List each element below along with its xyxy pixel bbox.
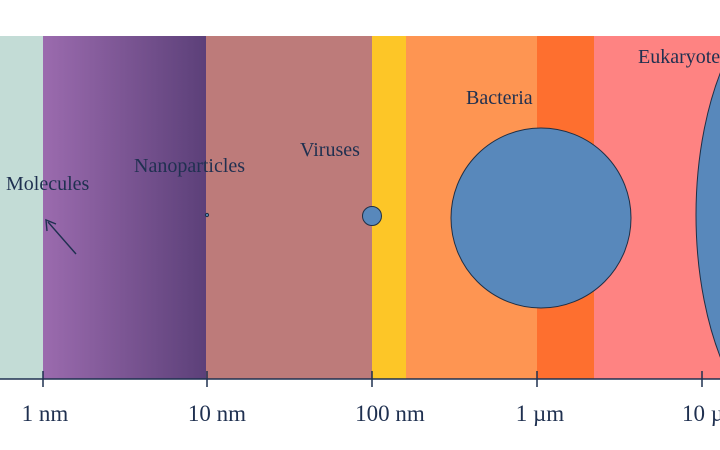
- label-molecules: Molecules: [6, 173, 90, 195]
- label-eukaryotes: Eukaryotes: [638, 46, 720, 68]
- label-nanoparticles: Nanoparticles: [134, 155, 245, 177]
- label-viruses: Viruses: [300, 139, 360, 161]
- band-nanoparticles: [43, 36, 206, 379]
- molecule-arrow: [45, 218, 77, 255]
- organisms: [204, 72, 720, 358]
- tick-label-10nm: 10 nm: [188, 401, 246, 426]
- category-labels: Molecules Nanoparticles Viruses Bacteria…: [6, 46, 720, 195]
- virus-circle: [362, 206, 382, 226]
- tick-label-1um: 1 µm: [516, 401, 565, 426]
- scale-axis: 1 nm 10 nm 100 nm 1 µm 10 µm: [0, 371, 720, 426]
- tick-label-1nm: 1 nm: [22, 401, 69, 426]
- tick-label-100nm: 100 nm: [355, 401, 425, 426]
- band-molecules: [0, 36, 43, 379]
- tick-label-10um: 10 µm: [682, 401, 720, 426]
- bacterium-circle: [450, 127, 632, 309]
- label-bacteria: Bacteria: [466, 87, 533, 109]
- eukaryote-cell: [695, 72, 720, 358]
- band-viruses: [372, 36, 406, 379]
- nanoparticle-dot: [204, 212, 210, 218]
- band-nano-to-virus: [206, 36, 372, 379]
